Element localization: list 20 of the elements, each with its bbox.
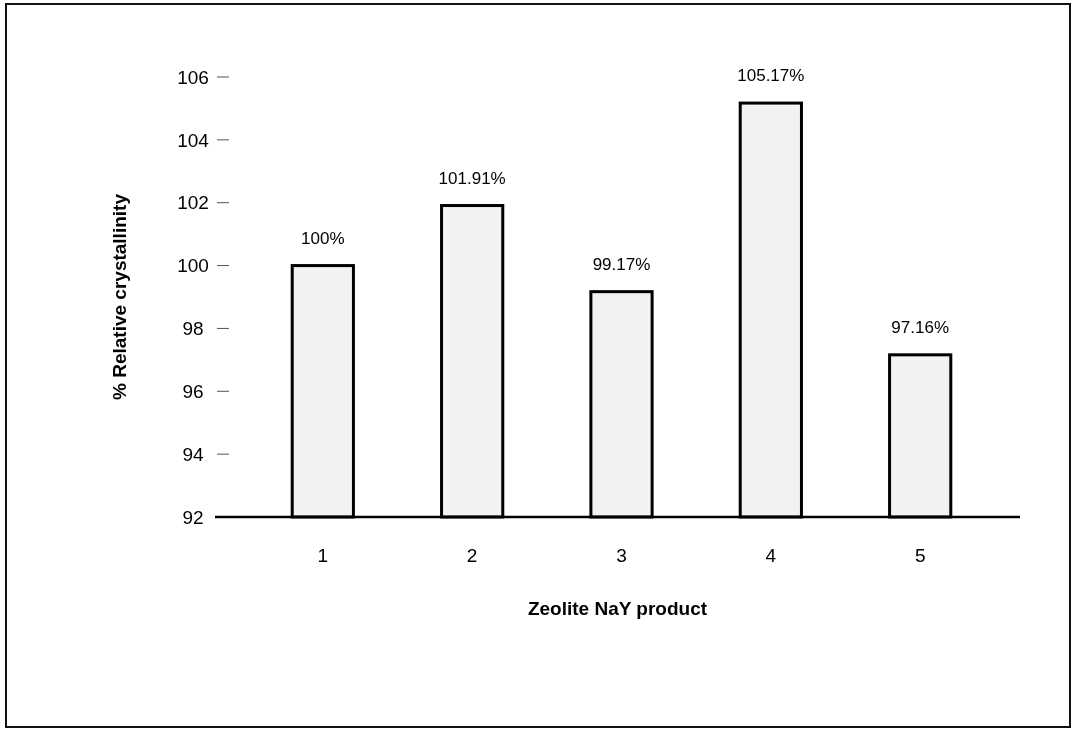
x-tick-label: 1 (317, 545, 329, 566)
y-tick-label: 96 (182, 380, 204, 402)
x-tick-label: 5 (914, 545, 926, 566)
y-tick-label: 102 (177, 192, 209, 214)
y-tick-label: 94 (182, 443, 204, 465)
x-tick-label: 4 (765, 545, 777, 566)
x-tick-label: 3 (616, 545, 627, 566)
x-axis-title: Zeolite NaY product (527, 598, 708, 619)
data-label: 100% (301, 228, 345, 248)
y-axis-title: % Relative crystallinity (109, 193, 130, 400)
y-tick-label: 106 (177, 66, 209, 88)
data-label: 105.17% (737, 66, 805, 86)
y-tick-label: 98 (182, 318, 204, 340)
data-label: 97.16% (891, 317, 950, 337)
x-tick-label: 2 (466, 545, 478, 566)
data-label: 101.91% (438, 168, 506, 188)
y-tick-label: 92 (182, 506, 204, 528)
y-tick-label: 104 (177, 129, 210, 151)
y-tick-label: 100 (177, 255, 209, 277)
data-label: 99.17% (592, 254, 651, 274)
